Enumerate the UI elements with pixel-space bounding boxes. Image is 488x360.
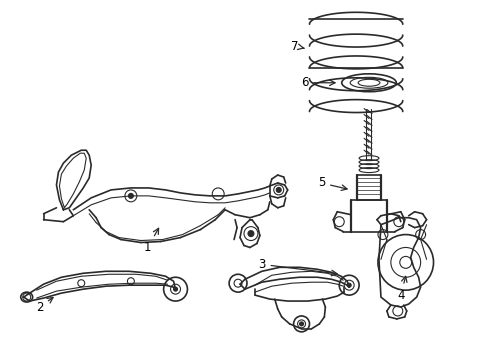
Text: 4: 4: [396, 276, 406, 302]
Text: 5: 5: [317, 176, 346, 190]
Text: 6: 6: [300, 76, 334, 89]
Text: 1: 1: [143, 228, 158, 254]
Circle shape: [247, 231, 253, 237]
Circle shape: [346, 283, 350, 287]
Circle shape: [276, 188, 281, 192]
Text: 2: 2: [36, 297, 53, 314]
Text: 3: 3: [258, 258, 336, 276]
Text: 7: 7: [290, 40, 304, 53]
Circle shape: [299, 322, 303, 326]
Circle shape: [128, 193, 133, 198]
Circle shape: [173, 287, 177, 291]
